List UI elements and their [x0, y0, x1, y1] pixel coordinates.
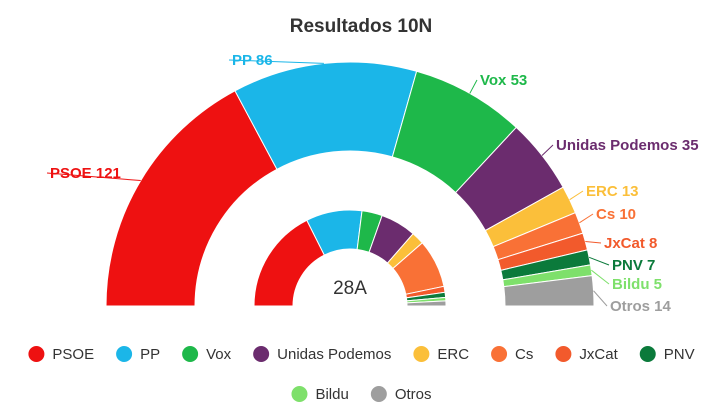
legend-swatch-cs	[491, 346, 508, 362]
legend-label: PNV	[664, 346, 695, 363]
legend-item-jxcat: JxCat	[555, 346, 619, 363]
inner-ring	[253, 209, 447, 307]
legend-label: Otros	[395, 386, 432, 403]
legend-swatch-jxcat	[555, 346, 572, 362]
legend-label: PSOE	[52, 346, 94, 363]
label-vox: Vox 53	[480, 72, 527, 89]
legend-item-erc: ERC	[413, 346, 469, 363]
legend-item-bildu: Bildu	[291, 386, 349, 403]
inner-slice-otros	[406, 300, 447, 307]
legend-swatch-vox	[182, 346, 199, 362]
legend-swatch-bildu	[291, 386, 308, 402]
legend-label: Vox	[206, 346, 232, 363]
leader-line-bildu	[591, 269, 610, 285]
legend-item-otros: Otros	[370, 386, 432, 403]
outer-ring	[105, 61, 595, 307]
leader-line-psoe	[46, 172, 141, 182]
legend-swatch-psoe	[28, 346, 45, 362]
label-cs: Cs 10	[596, 206, 636, 223]
leader-line-vox	[469, 79, 478, 94]
legend-item-psoe: PSOE	[28, 346, 94, 363]
legend-swatch-otros	[370, 386, 387, 402]
legend-label: Cs	[515, 346, 533, 363]
center-label: 28A	[333, 278, 367, 299]
leader-line-jxcat	[585, 240, 602, 244]
label-erc: ERC 13	[586, 183, 639, 200]
label-pnv: PNV 7	[612, 257, 655, 274]
legend-label: Unidas Podemos	[277, 346, 391, 363]
outer-slice-otros	[503, 275, 595, 307]
legend-label: Bildu	[315, 386, 348, 403]
label-unidas-podemos: Unidas Podemos 35	[556, 137, 699, 154]
legend-label: ERC	[437, 346, 469, 363]
legend: PSOE PP Vox Unidas Podemos ERC Cs JxCat PNV Bild…	[28, 346, 695, 403]
legend-swatch-unidas-podemos	[253, 346, 270, 362]
label-pp: PP 86	[232, 52, 273, 69]
legend-swatch-erc	[413, 346, 430, 362]
legend-item-pp: PP	[116, 346, 160, 363]
outer-labels: PSOE 121 PP 86 Vox 53 Unidas Podemos 35 ERC …	[46, 52, 699, 315]
label-jxcat: JxCat 8	[604, 235, 657, 252]
label-psoe: PSOE 121	[50, 165, 121, 182]
legend-swatch-pnv	[639, 346, 656, 362]
legend-item-vox: Vox	[182, 346, 232, 363]
label-bildu: Bildu 5	[612, 276, 662, 293]
leader-line-unidas-podemos	[541, 144, 554, 156]
legend-item-unidas-podemos: Unidas Podemos	[253, 346, 391, 363]
legend-label: JxCat	[579, 346, 618, 363]
legend-swatch-pp	[116, 346, 133, 362]
chart-title: Resultados 10N	[290, 16, 433, 37]
leader-line-pp	[228, 59, 324, 64]
label-otros: Otros 14	[610, 298, 672, 315]
legend-item-cs: Cs	[491, 346, 533, 363]
leader-line-cs	[579, 213, 594, 224]
outer-slice-psoe	[105, 90, 278, 307]
leader-line-otros	[593, 290, 608, 307]
leader-line-erc	[569, 190, 584, 201]
legend-label: PP	[140, 346, 160, 363]
legend-item-pnv: PNV	[639, 346, 695, 363]
leader-line-pnv	[588, 256, 610, 266]
